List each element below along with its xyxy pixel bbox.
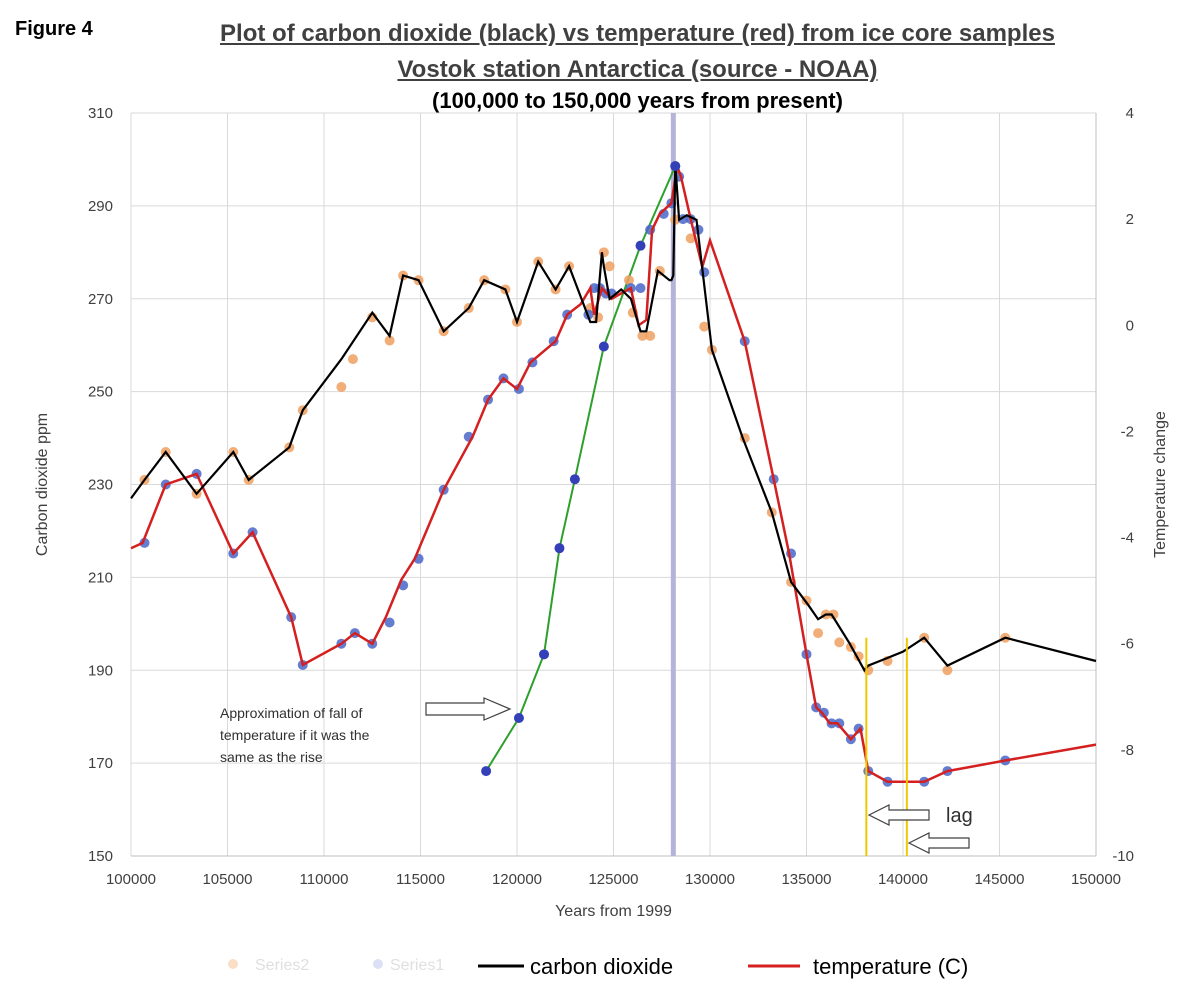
x-tick-label: 105000 [202,871,252,888]
chart-title: Plot of carbon dioxide (black) vs temper… [220,20,1055,47]
y-tick-label: 270 [88,291,113,308]
lag-arrow-icon [907,832,970,854]
y2-tick-label: -6 [1121,636,1134,653]
y2-tick-label: 2 [1126,211,1134,228]
x-axis-title: Years from 1999 [555,903,672,920]
y2-tick-label: 0 [1126,317,1134,334]
chart-subtitle: Vostok station Antarctica (source - NOAA… [397,56,878,83]
co2-marker [637,330,648,341]
approximation-line [485,165,677,772]
x-tick-label: 130000 [685,871,735,888]
co2-line [130,164,1097,673]
figure-label: Figure 4 [15,18,93,40]
approximation-annotation: Approximation of fall of [220,705,363,721]
x-tick-label: 140000 [878,871,928,888]
temperature-marker [384,617,395,628]
legend-series1-marker [373,959,383,969]
x-tick-label: 115000 [396,871,445,888]
y-axis-title: Carbon dioxide ppm [34,413,51,556]
approximation-marker [539,649,550,660]
co2-marker [942,665,953,676]
x-tick-label: 110000 [300,871,349,888]
co2-marker [699,321,710,332]
x-tick-label: 100000 [106,871,156,888]
lag-annotation: lag [946,805,973,827]
temperature-line [130,165,1097,783]
legend-series1-label: Series1 [390,957,444,974]
co2-marker [828,609,839,620]
y-tick-label: 250 [88,384,113,401]
approximation-annotation: temperature if it was the [220,727,370,743]
temperature-marker [834,718,845,729]
y2-tick-label: -10 [1112,848,1134,865]
temperature-marker [818,707,829,718]
approximation-marker [569,474,580,485]
legend-series2-marker [228,959,238,969]
y-tick-label: 290 [88,198,113,215]
y-tick-label: 310 [88,105,113,122]
co2-marker [384,335,395,346]
temperature-marker [513,383,524,394]
approximation-marker [670,161,681,172]
x-tick-label: 145000 [974,871,1024,888]
temperature-marker [139,537,150,548]
x-tick-label: 120000 [492,871,542,888]
approximation-marker [635,240,646,251]
y2-tick-label: -8 [1121,742,1134,759]
legend-temperature-label: temperature (C) [813,954,968,979]
chart-subtitle-range: (100,000 to 150,000 years from present) [432,88,843,113]
co2-marker [598,247,609,258]
y2-tick-label: -4 [1121,530,1134,547]
y-tick-label: 210 [88,569,113,586]
co2-marker [645,330,656,341]
y2-tick-label: -2 [1121,423,1134,440]
y-tick-label: 170 [88,755,113,772]
co2-marker [623,275,634,286]
approximation-marker [513,713,524,724]
approximation-marker [598,341,609,352]
approximation-marker [481,766,492,777]
co2-marker [813,628,824,639]
y-tick-label: 190 [88,662,113,679]
y2-tick-label: 4 [1126,105,1134,122]
x-tick-label: 125000 [588,871,638,888]
legend-series2-label: Series2 [255,957,309,974]
approximation-marker [554,543,565,554]
legend-co2-label: carbon dioxide [530,954,673,979]
co2-marker [834,637,845,648]
lag-arrow-icon [867,804,930,826]
approximation-annotation: same as the rise [220,749,323,765]
y2-axis-title: Temperature change [1152,411,1169,558]
co2-marker [336,381,347,392]
temperature-marker [635,283,646,294]
x-tick-label: 150000 [1071,871,1121,888]
co2-marker [604,261,615,272]
y-tick-label: 230 [88,477,113,494]
x-tick-label: 135000 [781,871,831,888]
y-tick-label: 150 [88,848,113,865]
co2-marker [685,233,696,244]
approximation-arrow-icon [425,697,512,721]
co2-marker [347,354,358,365]
